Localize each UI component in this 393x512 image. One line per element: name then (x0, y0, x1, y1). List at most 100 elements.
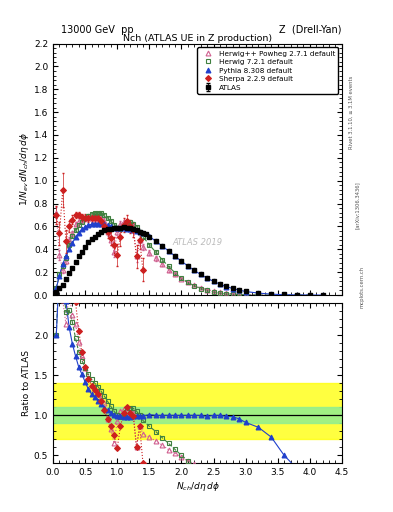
Herwig 7.2.1 default (73, 227, 78, 233)
Sherpa 2.2.9 default (138, 237, 142, 243)
Herwig++ Powheg 2.7.1 default (105, 229, 110, 235)
Sherpa 2.2.9 default (80, 214, 84, 220)
Herwig++ Powheg 2.7.1 default (211, 288, 216, 294)
Herwig 7.2.1 default (95, 210, 100, 216)
Herwig++ Powheg 2.7.1 default (61, 267, 65, 273)
Line: Herwig++ Powheg 2.7.1 default: Herwig++ Powheg 2.7.1 default (54, 210, 312, 297)
Herwig++ Powheg 2.7.1 default (141, 244, 145, 250)
Herwig++ Powheg 2.7.1 default (307, 292, 312, 298)
Herwig 7.2.1 default (57, 271, 62, 278)
Herwig++ Powheg 2.7.1 default (147, 250, 152, 256)
Herwig 7.2.1 default (105, 215, 110, 221)
Pythia 8.308 default (173, 253, 177, 259)
Herwig++ Powheg 2.7.1 default (80, 217, 84, 223)
Herwig++ Powheg 2.7.1 default (83, 216, 88, 222)
Herwig++ Powheg 2.7.1 default (118, 221, 123, 227)
Sherpa 2.2.9 default (141, 267, 145, 273)
Herwig 7.2.1 default (141, 233, 145, 240)
Pythia 8.308 default (198, 271, 203, 278)
Herwig++ Powheg 2.7.1 default (99, 216, 104, 222)
Pythia 8.308 default (125, 226, 129, 232)
Herwig++ Powheg 2.7.1 default (173, 271, 177, 278)
Text: 13000 GeV  pp: 13000 GeV pp (61, 25, 134, 35)
Herwig++ Powheg 2.7.1 default (243, 291, 248, 297)
Line: Sherpa 2.2.9 default: Sherpa 2.2.9 default (54, 188, 145, 272)
Herwig 7.2.1 default (118, 226, 123, 232)
Pythia 8.308 default (243, 288, 248, 294)
Herwig 7.2.1 default (166, 263, 171, 269)
Herwig++ Powheg 2.7.1 default (179, 276, 184, 282)
Pythia 8.308 default (237, 287, 242, 293)
Herwig 7.2.1 default (108, 218, 113, 224)
Sherpa 2.2.9 default (64, 238, 68, 244)
Pythia 8.308 default (61, 261, 65, 267)
Sherpa 2.2.9 default (57, 230, 62, 237)
Herwig++ Powheg 2.7.1 default (218, 289, 222, 295)
Pythia 8.308 default (54, 285, 59, 291)
Herwig++ Powheg 2.7.1 default (112, 248, 116, 254)
Herwig++ Powheg 2.7.1 default (134, 253, 139, 259)
Herwig++ Powheg 2.7.1 default (269, 292, 274, 298)
Sherpa 2.2.9 default (118, 233, 123, 240)
Pythia 8.308 default (218, 281, 222, 287)
Sherpa 2.2.9 default (86, 216, 91, 222)
Herwig++ Powheg 2.7.1 default (282, 292, 286, 298)
Sherpa 2.2.9 default (99, 218, 104, 224)
Herwig++ Powheg 2.7.1 default (205, 287, 209, 293)
Pythia 8.308 default (121, 225, 126, 231)
Sherpa 2.2.9 default (134, 253, 139, 259)
Pythia 8.308 default (192, 267, 196, 273)
Legend: Herwig++ Powheg 2.7.1 default, Herwig 7.2.1 default, Pythia 8.308 default, Sherp: Herwig++ Powheg 2.7.1 default, Herwig 7.… (197, 47, 338, 94)
Herwig 7.2.1 default (121, 223, 126, 229)
Pythia 8.308 default (160, 243, 165, 249)
Herwig 7.2.1 default (61, 263, 65, 269)
Herwig 7.2.1 default (205, 287, 209, 293)
Herwig 7.2.1 default (80, 219, 84, 225)
Y-axis label: $1/N_{ev}\,dN_{ch}/d\eta\,d\phi$: $1/N_{ev}\,dN_{ch}/d\eta\,d\phi$ (18, 132, 31, 206)
Herwig 7.2.1 default (125, 221, 129, 227)
Herwig 7.2.1 default (211, 289, 216, 295)
Pythia 8.308 default (269, 291, 274, 297)
Pythia 8.308 default (230, 286, 235, 292)
Herwig 7.2.1 default (237, 291, 242, 297)
Pythia 8.308 default (179, 258, 184, 264)
Text: mcplots.cern.ch: mcplots.cern.ch (360, 266, 365, 308)
Text: [arXiv:1306.3436]: [arXiv:1306.3436] (354, 181, 359, 229)
Y-axis label: Ratio to ATLAS: Ratio to ATLAS (22, 350, 31, 416)
Pythia 8.308 default (89, 221, 94, 227)
Pythia 8.308 default (105, 222, 110, 228)
Pythia 8.308 default (141, 230, 145, 237)
Pythia 8.308 default (256, 290, 261, 296)
Pythia 8.308 default (115, 225, 119, 231)
Sherpa 2.2.9 default (54, 212, 59, 218)
Pythia 8.308 default (118, 225, 123, 231)
Sherpa 2.2.9 default (89, 216, 94, 222)
Herwig 7.2.1 default (153, 249, 158, 255)
Herwig++ Powheg 2.7.1 default (70, 230, 75, 237)
Herwig++ Powheg 2.7.1 default (115, 229, 119, 235)
Sherpa 2.2.9 default (108, 235, 113, 241)
Herwig++ Powheg 2.7.1 default (54, 210, 59, 216)
Herwig++ Powheg 2.7.1 default (230, 291, 235, 297)
Herwig++ Powheg 2.7.1 default (256, 292, 261, 298)
Sherpa 2.2.9 default (83, 215, 88, 221)
Sherpa 2.2.9 default (128, 223, 132, 229)
Herwig 7.2.1 default (134, 224, 139, 230)
Pythia 8.308 default (67, 246, 72, 252)
Herwig 7.2.1 default (269, 292, 274, 298)
Pythia 8.308 default (211, 278, 216, 284)
Pythia 8.308 default (138, 229, 142, 235)
Herwig++ Powheg 2.7.1 default (64, 258, 68, 264)
Pythia 8.308 default (153, 238, 158, 244)
Pythia 8.308 default (307, 292, 312, 298)
Herwig++ Powheg 2.7.1 default (295, 292, 299, 298)
Pythia 8.308 default (320, 292, 325, 298)
Herwig++ Powheg 2.7.1 default (224, 290, 229, 296)
Sherpa 2.2.9 default (131, 227, 136, 233)
Sherpa 2.2.9 default (125, 218, 129, 224)
Herwig++ Powheg 2.7.1 default (185, 280, 190, 286)
Pythia 8.308 default (99, 221, 104, 227)
Herwig 7.2.1 default (102, 212, 107, 218)
Pythia 8.308 default (83, 224, 88, 230)
Herwig++ Powheg 2.7.1 default (57, 252, 62, 258)
